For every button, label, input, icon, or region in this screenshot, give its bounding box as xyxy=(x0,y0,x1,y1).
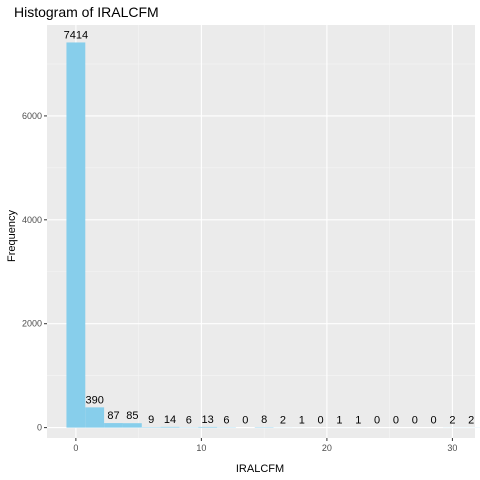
y-axis: 0 2000 4000 6000 xyxy=(22,111,47,433)
chart-title: Histogram of IRALCFM xyxy=(14,4,159,20)
x-tick-label: 30 xyxy=(447,443,457,453)
bar-count-label: 0 xyxy=(374,415,380,427)
histogram-bar xyxy=(160,426,180,428)
bar-count-label: 1 xyxy=(355,415,361,427)
bar-count-label: 6 xyxy=(186,414,192,426)
bar-count-label: 0 xyxy=(412,415,418,427)
histogram-bars xyxy=(66,42,480,428)
bar-count-label: 1 xyxy=(299,415,305,427)
bar-count-label: 8 xyxy=(261,414,267,426)
bar-count-label: 1 xyxy=(336,415,342,427)
x-tick-label: 20 xyxy=(322,443,332,453)
histogram-bar xyxy=(122,423,142,428)
y-tick-label: 0 xyxy=(37,423,42,433)
bar-count-label: 14 xyxy=(164,414,176,426)
histogram-bar xyxy=(198,426,218,428)
bar-count-label: 390 xyxy=(86,394,104,406)
histogram-bar xyxy=(85,407,105,428)
y-tick-label: 2000 xyxy=(22,319,42,329)
bar-count-label: 2 xyxy=(280,415,286,427)
bar-count-label: 2 xyxy=(468,415,474,427)
x-tick-label: 0 xyxy=(73,443,78,453)
bar-count-label: 2 xyxy=(449,415,455,427)
histogram-bar xyxy=(104,423,123,428)
x-axis: 0 10 20 30 xyxy=(73,438,457,453)
y-tick-label: 6000 xyxy=(22,111,42,121)
minor-gridlines xyxy=(47,25,475,438)
bar-count-label: 9 xyxy=(148,414,154,426)
x-axis-label: IRALCFM xyxy=(236,463,284,475)
bar-count-label: 13 xyxy=(202,414,214,426)
plot-panel xyxy=(47,25,475,438)
y-tick-label: 4000 xyxy=(22,215,42,225)
bar-count-label: 6 xyxy=(223,414,229,426)
x-tick-label: 10 xyxy=(196,443,206,453)
histogram-bar xyxy=(66,42,86,428)
bar-count-label: 87 xyxy=(107,410,119,422)
bar-count-label: 85 xyxy=(126,410,138,422)
bar-count-label: 0 xyxy=(393,415,399,427)
bar-count-label: 0 xyxy=(318,415,324,427)
bar-count-label: 0 xyxy=(242,415,248,427)
bar-count-label: 7414 xyxy=(64,29,88,41)
y-axis-label: Frequency xyxy=(6,210,18,262)
bar-count-label: 0 xyxy=(431,415,437,427)
